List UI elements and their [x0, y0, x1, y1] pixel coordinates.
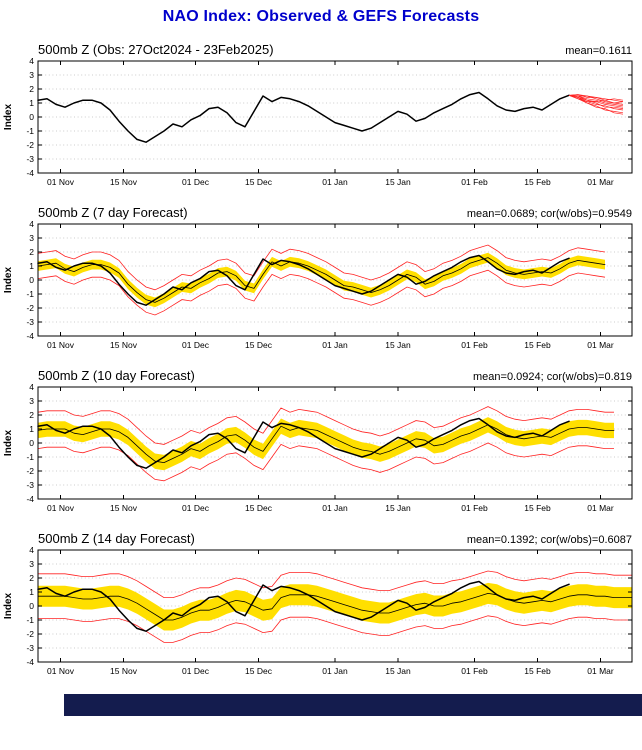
svg-text:1: 1 — [29, 587, 34, 597]
panel-stats-7day: mean=0.0689; cor(w/obs)=0.9549 — [466, 208, 632, 220]
svg-text:3: 3 — [29, 233, 34, 243]
svg-text:-1: -1 — [26, 615, 34, 625]
svg-text:-3: -3 — [26, 480, 34, 490]
svg-text:15 Dec: 15 Dec — [245, 503, 273, 513]
svg-text:-2: -2 — [26, 466, 34, 476]
svg-text:01 Dec: 01 Dec — [182, 503, 210, 513]
panel-stats-14day: mean=0.1392; cor(w/obs)=0.6087 — [466, 534, 632, 546]
svg-text:01 Jan: 01 Jan — [322, 666, 348, 676]
svg-text:0: 0 — [29, 275, 34, 285]
svg-text:15 Jan: 15 Jan — [385, 177, 411, 187]
svg-text:-1: -1 — [26, 126, 34, 136]
svg-text:15 Jan: 15 Jan — [385, 340, 411, 350]
svg-text:01 Mar: 01 Mar — [587, 503, 614, 513]
svg-text:01 Feb: 01 Feb — [461, 666, 488, 676]
svg-text:15 Nov: 15 Nov — [110, 177, 138, 187]
panel-header: 500mb Z (14 day Forecast) mean=0.1392; c… — [0, 531, 642, 547]
svg-text:1: 1 — [29, 261, 34, 271]
panel-title-10day: 500mb Z (10 day Forecast) — [38, 368, 195, 383]
svg-text:Index: Index — [3, 430, 14, 457]
svg-text:4: 4 — [29, 221, 34, 229]
svg-text:0: 0 — [29, 601, 34, 611]
svg-text:15 Feb: 15 Feb — [524, 177, 551, 187]
svg-text:01 Nov: 01 Nov — [47, 503, 75, 513]
svg-text:01 Dec: 01 Dec — [182, 177, 210, 187]
panel-forecast-14day: 500mb Z (14 day Forecast) mean=0.1392; c… — [0, 531, 642, 681]
svg-text:15 Feb: 15 Feb — [524, 503, 551, 513]
svg-text:-4: -4 — [26, 494, 34, 504]
svg-text:01 Jan: 01 Jan — [322, 340, 348, 350]
svg-text:-4: -4 — [26, 168, 34, 178]
panel-observed: 500mb Z (Obs: 27Oct2024 - 23Feb2025) mea… — [0, 42, 642, 192]
svg-text:0: 0 — [29, 438, 34, 448]
svg-text:-2: -2 — [26, 629, 34, 639]
chart-observed: 01 Nov 15 Nov 01 Dec 15 Dec 01 Jan 15 Jan 01 F… — [3, 58, 633, 187]
svg-text:15 Nov: 15 Nov — [110, 503, 138, 513]
svg-text:2: 2 — [29, 573, 34, 583]
svg-text:2: 2 — [29, 247, 34, 257]
svg-text:2: 2 — [29, 84, 34, 94]
svg-text:4: 4 — [29, 384, 34, 392]
chart-forecast-10day: 01 Nov 15 Nov 01 Dec 15 Dec 01 Jan 15 Jan 01 F… — [3, 384, 633, 513]
svg-text:01 Dec: 01 Dec — [182, 340, 210, 350]
svg-text:01 Mar: 01 Mar — [587, 340, 614, 350]
svg-text:-1: -1 — [26, 289, 34, 299]
bottom-banner — [64, 694, 642, 716]
svg-text:-3: -3 — [26, 154, 34, 164]
svg-text:0: 0 — [29, 112, 34, 122]
svg-text:Index: Index — [3, 104, 14, 131]
svg-text:01 Feb: 01 Feb — [461, 340, 488, 350]
panel-stats-10day: mean=0.0924; cor(w/obs)=0.819 — [473, 371, 632, 383]
svg-text:15 Jan: 15 Jan — [385, 503, 411, 513]
svg-text:1: 1 — [29, 424, 34, 434]
panel-header: 500mb Z (7 day Forecast) mean=0.0689; co… — [0, 205, 642, 221]
svg-text:01 Feb: 01 Feb — [461, 177, 488, 187]
panel-title-7day: 500mb Z (7 day Forecast) — [38, 205, 188, 220]
svg-text:-3: -3 — [26, 317, 34, 327]
svg-text:1: 1 — [29, 98, 34, 108]
svg-text:4: 4 — [29, 547, 34, 555]
svg-text:01 Nov: 01 Nov — [47, 340, 75, 350]
svg-text:01 Nov: 01 Nov — [47, 177, 75, 187]
chart-forecast-7day: 01 Nov 15 Nov 01 Dec 15 Dec 01 Jan 15 Jan 01 F… — [3, 221, 633, 350]
svg-text:3: 3 — [29, 559, 34, 569]
chart-forecast-14day: 01 Nov 15 Nov 01 Dec 15 Dec 01 Jan 15 Jan 01 F… — [3, 547, 633, 676]
svg-text:01 Jan: 01 Jan — [322, 177, 348, 187]
page-title: NAO Index: Observed & GEFS Forecasts — [162, 8, 480, 25]
svg-text:-2: -2 — [26, 140, 34, 150]
svg-text:3: 3 — [29, 70, 34, 80]
svg-text:15 Nov: 15 Nov — [110, 340, 138, 350]
svg-text:15 Feb: 15 Feb — [524, 666, 551, 676]
panel-stats-observed: mean=0.1611 — [565, 45, 632, 57]
svg-text:15 Feb: 15 Feb — [524, 340, 551, 350]
svg-text:01 Jan: 01 Jan — [322, 503, 348, 513]
svg-text:Index: Index — [3, 267, 14, 294]
svg-text:01 Feb: 01 Feb — [461, 503, 488, 513]
svg-text:01 Mar: 01 Mar — [587, 666, 614, 676]
svg-text:3: 3 — [29, 396, 34, 406]
svg-text:4: 4 — [29, 58, 34, 66]
svg-text:2: 2 — [29, 410, 34, 420]
panel-title-14day: 500mb Z (14 day Forecast) — [38, 531, 195, 546]
svg-text:01 Mar: 01 Mar — [587, 177, 614, 187]
svg-text:-4: -4 — [26, 657, 34, 667]
svg-text:01 Nov: 01 Nov — [47, 666, 75, 676]
svg-text:-3: -3 — [26, 643, 34, 653]
svg-text:-2: -2 — [26, 303, 34, 313]
svg-text:15 Dec: 15 Dec — [245, 177, 273, 187]
panel-forecast-10day: 500mb Z (10 day Forecast) mean=0.0924; c… — [0, 368, 642, 518]
svg-text:15 Jan: 15 Jan — [385, 666, 411, 676]
svg-text:15 Dec: 15 Dec — [245, 666, 273, 676]
panel-forecast-7day: 500mb Z (7 day Forecast) mean=0.0689; co… — [0, 205, 642, 355]
svg-text:15 Nov: 15 Nov — [110, 666, 138, 676]
svg-text:01 Dec: 01 Dec — [182, 666, 210, 676]
panel-title-observed: 500mb Z (Obs: 27Oct2024 - 23Feb2025) — [38, 42, 274, 57]
svg-text:-1: -1 — [26, 452, 34, 462]
svg-text:15 Dec: 15 Dec — [245, 340, 273, 350]
svg-text:-4: -4 — [26, 331, 34, 341]
panel-header: 500mb Z (Obs: 27Oct2024 - 23Feb2025) mea… — [0, 42, 642, 58]
panel-header: 500mb Z (10 day Forecast) mean=0.0924; c… — [0, 368, 642, 384]
svg-text:Index: Index — [3, 593, 14, 620]
